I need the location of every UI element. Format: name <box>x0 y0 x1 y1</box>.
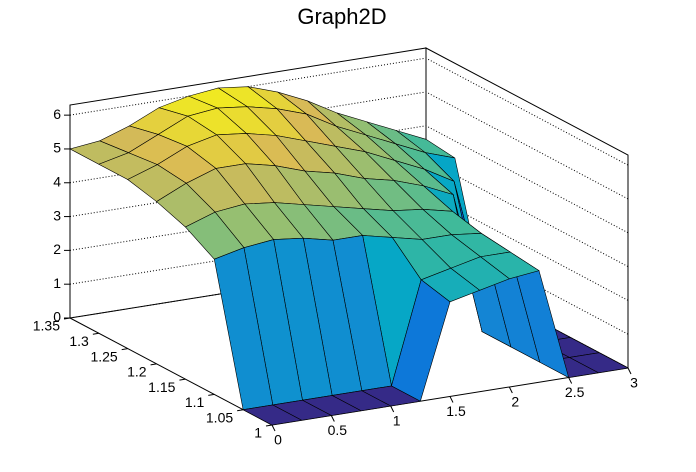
x-tick <box>508 386 513 394</box>
x-tick <box>568 377 573 384</box>
y-tick-label: 1 <box>254 425 262 441</box>
y-tick-label: 1.15 <box>148 379 175 395</box>
y-tick-label: 1.1 <box>185 394 205 410</box>
x-tick-label: 2 <box>511 394 519 410</box>
z-tick-label: 5 <box>53 140 61 156</box>
y-tick-label: 1.35 <box>33 318 60 334</box>
x-tick <box>449 396 454 403</box>
chart-title: Graph2D <box>297 4 386 29</box>
z-tick-label: 2 <box>53 241 61 257</box>
z-tick-label: 0 <box>53 309 61 325</box>
z-tick-label: 6 <box>53 106 61 122</box>
x-tick <box>390 405 395 413</box>
x-tick <box>271 424 276 432</box>
x-tick-label: 3 <box>630 375 638 391</box>
y-tick <box>237 409 244 412</box>
y-tick-label: 1.05 <box>206 409 233 425</box>
x-tick <box>627 367 632 375</box>
y-tick <box>121 348 128 351</box>
z-tick-label: 3 <box>53 207 61 223</box>
y-tick <box>63 317 71 320</box>
surface-cell <box>242 404 303 426</box>
y-tick-label: 1.3 <box>69 333 89 349</box>
x-tick-label: 1 <box>393 413 401 429</box>
z-tick-label: 1 <box>53 275 61 291</box>
x-tick <box>330 415 335 422</box>
y-tick <box>150 363 157 366</box>
x-tick-label: 1.5 <box>446 403 466 419</box>
y-tick <box>179 378 186 381</box>
y-axis <box>69 317 273 426</box>
y-tick <box>208 393 215 396</box>
x-tick-label: 0 <box>274 432 282 448</box>
z-tick-label: 4 <box>53 173 61 189</box>
y-tick-label: 1.25 <box>90 348 117 364</box>
x-tick-label: 0.5 <box>328 422 348 438</box>
y-tick-label: 1.2 <box>127 364 147 380</box>
y-tick <box>92 332 99 335</box>
x-tick-label: 2.5 <box>565 384 585 400</box>
y-tick <box>265 424 273 427</box>
